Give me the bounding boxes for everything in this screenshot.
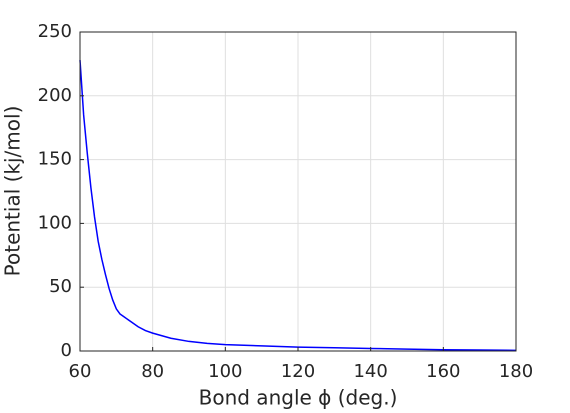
line-series <box>79 60 517 352</box>
x-tick-label: 80 <box>141 361 164 382</box>
x-tick-label: 180 <box>499 361 533 382</box>
y-tick-label: 250 <box>38 21 72 42</box>
x-tick-label: 120 <box>281 361 315 382</box>
y-tick-label: 50 <box>49 276 72 297</box>
x-tick-label: 60 <box>69 361 92 382</box>
y-axis-label: Potential (kj/mol) <box>1 106 25 277</box>
y-tick-label: 100 <box>38 212 72 233</box>
x-axis-label: Bond angle ϕ (deg.) <box>199 386 398 410</box>
y-tick-label: 200 <box>38 85 72 106</box>
x-tick-label: 100 <box>208 361 242 382</box>
x-tick-label: 140 <box>353 361 387 382</box>
x-tick-label: 160 <box>426 361 460 382</box>
y-tick-label: 150 <box>38 149 72 170</box>
y-tick-label: 0 <box>61 340 72 361</box>
